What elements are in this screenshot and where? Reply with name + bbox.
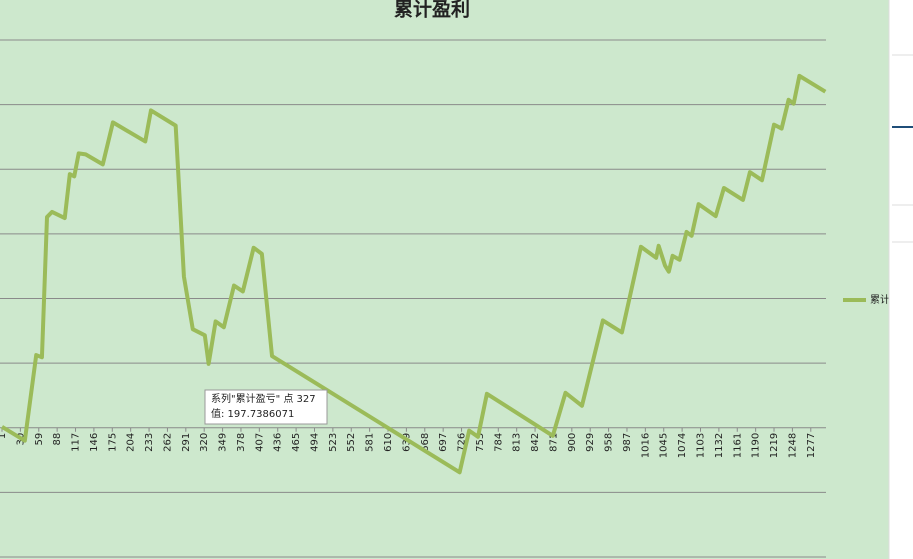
tooltip: 系列"累计盈亏" 点 327 值: 197.7386071 [204,389,328,425]
x-tick-label: 610 [383,433,394,452]
plot-area: 1305988117146175204233262291320349378407… [0,39,910,558]
x-tick-label: 581 [365,433,376,452]
x-tick-label: 233 [144,433,155,452]
x-tick-label: 1219 [769,433,780,458]
x-tick-label: 146 [89,433,100,452]
tooltip-box [204,389,328,425]
x-tick-label: 929 [585,433,596,452]
x-tick-label: 436 [273,433,284,452]
x-tick-label: 900 [567,433,578,452]
x-tick-label: 291 [181,433,192,452]
tooltip-text: 系列"累计盈亏" 点 327 [211,392,316,405]
x-tick-label: 813 [512,433,523,452]
x-tick-label: 1045 [659,433,670,458]
x-tick-label: 1103 [695,433,706,458]
x-tick-label: 204 [126,433,137,452]
x-tick-label: 262 [162,433,173,452]
chart-title: 累计盈利 [394,0,470,20]
x-tick-label: 465 [291,433,302,452]
x-tick-label: 1016 [640,433,651,458]
x-tick-label: 175 [107,433,118,452]
x-tick-label: 349 [218,433,229,452]
series-line [0,73,827,475]
x-tick-label: 552 [346,433,357,452]
tooltip-text: 值: 197.7386071 [211,407,294,420]
x-tick-label: 59 [34,433,45,446]
x-tick-label: 1190 [751,433,762,458]
x-tick-label: 1161 [732,433,743,458]
x-tick-label: 784 [493,433,504,452]
x-tick-label: 726 [457,433,468,452]
x-tick-label: 320 [199,433,210,452]
x-tick-label: 1 [0,433,8,439]
x-tick-label: 523 [328,433,339,452]
x-tick-label: 755 [475,433,486,452]
side-panel [888,0,913,559]
x-tick-label: 378 [236,433,247,452]
x-tick-label: 407 [254,433,265,452]
x-tick-label: 987 [622,433,633,452]
x-tick-label: 958 [604,433,615,452]
x-tick-label: 697 [438,433,449,452]
x-tick-label: 1277 [806,433,817,458]
x-tick-label: 871 [548,433,559,452]
x-tick-label: 1074 [677,433,688,458]
panel [889,0,913,559]
x-tick-label: 1248 [787,433,798,458]
x-tick-label: 668 [420,433,431,452]
x-tick-label: 1132 [714,433,725,458]
x-tick-label: 842 [530,433,541,452]
x-tick-label: 639 [401,433,412,452]
x-tick-label: 88 [52,433,63,446]
x-tick-label: 117 [71,433,82,452]
x-tick-label: 494 [309,433,320,452]
